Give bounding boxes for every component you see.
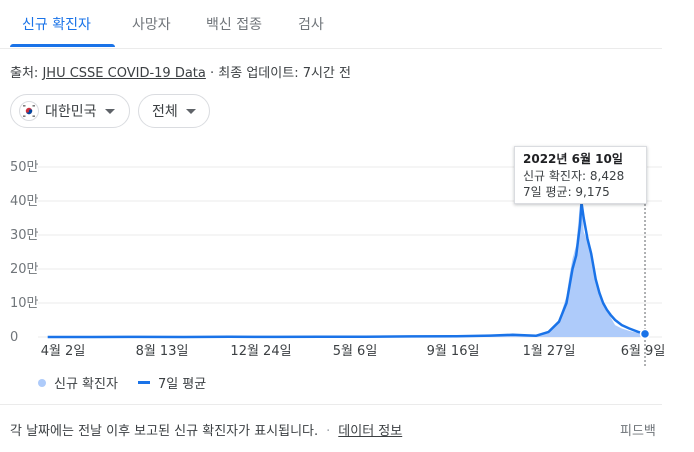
legend-new-cases: 신규 확진자 (54, 377, 118, 392)
country-label: 대한민국 (45, 104, 97, 120)
tab-bar: 신규 확진자 사망자 백신 접종 검사 (0, 0, 662, 49)
cases-chart[interactable]: 0 10만 20만 30만 40만 50만 4월 2일 8월 13일 12월 24일 5월 6일… (0, 140, 694, 370)
tab-new-cases[interactable]: 신규 확진자 (22, 17, 91, 33)
tab-tests[interactable]: 검사 (298, 17, 324, 33)
chevron-down-icon (104, 108, 115, 114)
region-label: 전체 (152, 104, 178, 120)
legend-average: 7일 평균 (157, 377, 207, 392)
footer-separator: · (326, 424, 331, 439)
tooltip-average: 7일 평균: 9,175 (523, 185, 610, 199)
tooltip-new-cases: 신규 확진자: 8,428 (523, 168, 625, 183)
y-tick-label: 20만 (10, 262, 39, 277)
tooltip-date: 2022년 6월 10일 (523, 152, 623, 166)
tab-deaths[interactable]: 사망자 (132, 17, 171, 33)
x-tick-label: 12월 24일 (230, 344, 291, 359)
y-tick-label: 0 (10, 330, 18, 345)
region-dropdown[interactable]: 전체 (138, 94, 210, 128)
x-tick-label: 4월 2일 (41, 344, 86, 359)
new-cases-legend-marker (38, 378, 46, 387)
y-tick-label: 50만 (10, 160, 39, 175)
active-tab-indicator (10, 44, 115, 47)
source-prefix: 출처: (10, 66, 39, 81)
last-updated: 최종 업데이트: 7시간 전 (218, 66, 351, 81)
korea-flag-icon (19, 101, 39, 121)
x-tick-label: 6월 9일 (621, 344, 666, 359)
x-tick-label: 8월 13일 (136, 344, 189, 359)
country-dropdown[interactable]: 대한민국 (10, 94, 130, 128)
source-link[interactable]: JHU CSSE COVID-19 Data (42, 66, 206, 81)
x-tick-label: 1월 27일 (523, 344, 576, 359)
footer-divider (0, 404, 662, 405)
tab-vaccinations[interactable]: 백신 접종 (206, 17, 262, 33)
chart-tooltip: 2022년 6월 10일 신규 확진자: 8,428 7일 평균: 9,175 (514, 146, 647, 204)
x-tick-label: 5월 6일 (333, 344, 378, 359)
footer-note: 각 날짜에는 전날 이후 보고된 신규 확진자가 표시됩니다. · 데이터 정보 (10, 420, 402, 439)
source-separator: · (210, 66, 215, 81)
y-tick-label: 40만 (10, 194, 39, 209)
chart-legend: 신규 확진자 7일 평균 (38, 373, 206, 392)
feedback-link[interactable]: 피드백 (620, 424, 656, 439)
source-line: 출처: JHU CSSE COVID-19 Data · 최종 업데이트: 7시… (10, 62, 351, 81)
data-info-link[interactable]: 데이터 정보 (338, 424, 403, 439)
average-legend-marker (137, 381, 150, 384)
chevron-down-icon (185, 108, 196, 114)
y-tick-label: 10만 (10, 296, 39, 311)
seven-day-average-line (47, 201, 646, 339)
new-cases-area (47, 194, 645, 337)
hover-point (639, 328, 651, 340)
x-tick-label: 9월 16일 (427, 344, 480, 359)
y-tick-label: 30만 (10, 228, 39, 243)
footer-note-text: 각 날짜에는 전날 이후 보고된 신규 확진자가 표시됩니다. (10, 424, 319, 439)
